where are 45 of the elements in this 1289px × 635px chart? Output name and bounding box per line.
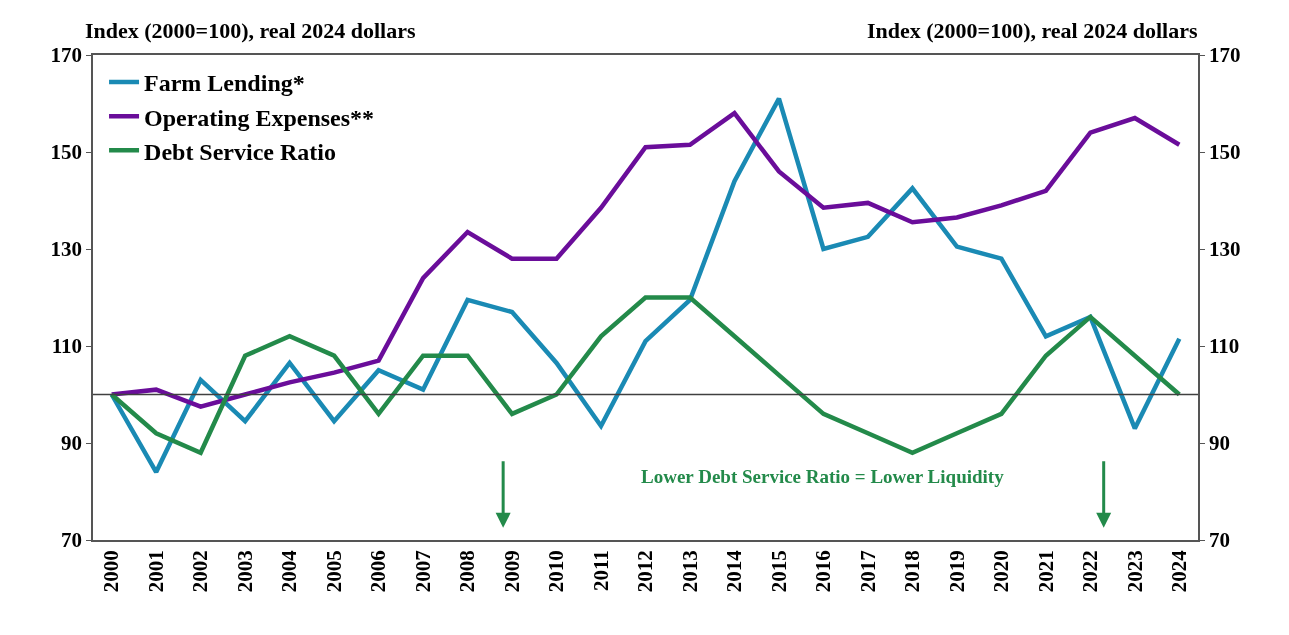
legend-label: Farm Lending* xyxy=(144,70,305,97)
line-series xyxy=(109,295,1182,455)
x-tick-label: 2020 xyxy=(989,550,1014,593)
x-tick-label: 2016 xyxy=(811,550,836,593)
y2-tick-label: 70 xyxy=(1208,528,1230,553)
x-tick-label: 2003 xyxy=(232,550,257,593)
x-tick-label: 2008 xyxy=(455,550,480,593)
x-tick-label: 2009 xyxy=(499,550,524,593)
x-tick-label: 2018 xyxy=(900,550,925,593)
legend-label: Operating Expenses** xyxy=(144,104,375,131)
x-tick-label: 2004 xyxy=(277,549,302,593)
x-tick-label: 2005 xyxy=(321,550,346,593)
x-tick-label: 2015 xyxy=(766,550,791,593)
x-tick-label: 2011 xyxy=(588,550,613,591)
y2-tick-label: 110 xyxy=(1208,334,1240,359)
y-tick-label: 170 xyxy=(50,43,83,68)
x-tick-label: 2019 xyxy=(944,550,969,593)
x-tick-label: 2000 xyxy=(99,550,124,593)
x-tick-label: 2007 xyxy=(410,550,435,593)
x-tick-label: 2024 xyxy=(1167,549,1192,593)
x-tick-label: 2014 xyxy=(722,549,747,593)
y-axis-title: Index (2000=100), real 2024 dollars xyxy=(85,18,416,43)
y-tick-label: 130 xyxy=(50,237,83,262)
x-tick-label: 2010 xyxy=(544,550,569,593)
y2-tick-label: 170 xyxy=(1208,43,1241,68)
x-tick-label: 2002 xyxy=(188,550,213,593)
y-tick-label: 110 xyxy=(51,334,83,359)
y-tick-label: 90 xyxy=(61,431,83,456)
x-tick-label: 2001 xyxy=(143,550,168,593)
legend-label: Debt Service Ratio xyxy=(144,138,336,165)
x-tick-label: 2021 xyxy=(1033,550,1058,593)
annotation: Lower Debt Service Ratio = Lower Liquidity xyxy=(641,466,1005,487)
x-tick-label: 2012 xyxy=(633,550,658,593)
x-tick-label: 2013 xyxy=(677,550,702,593)
y2-tick-label: 130 xyxy=(1208,237,1241,262)
x-tick-label: 2006 xyxy=(366,550,391,593)
y2-tick-label: 150 xyxy=(1208,140,1241,165)
x-tick-label: 2023 xyxy=(1122,550,1147,593)
y2-tick-label: 90 xyxy=(1208,431,1230,456)
y-tick-label: 70 xyxy=(61,528,83,553)
line-series xyxy=(109,110,1182,409)
x-tick-label: 2022 xyxy=(1078,550,1103,593)
y2-axis-title: Index (2000=100), real 2024 dollars xyxy=(867,18,1198,43)
x-tick-label: 2017 xyxy=(855,550,880,593)
y-tick-label: 150 xyxy=(50,140,83,165)
